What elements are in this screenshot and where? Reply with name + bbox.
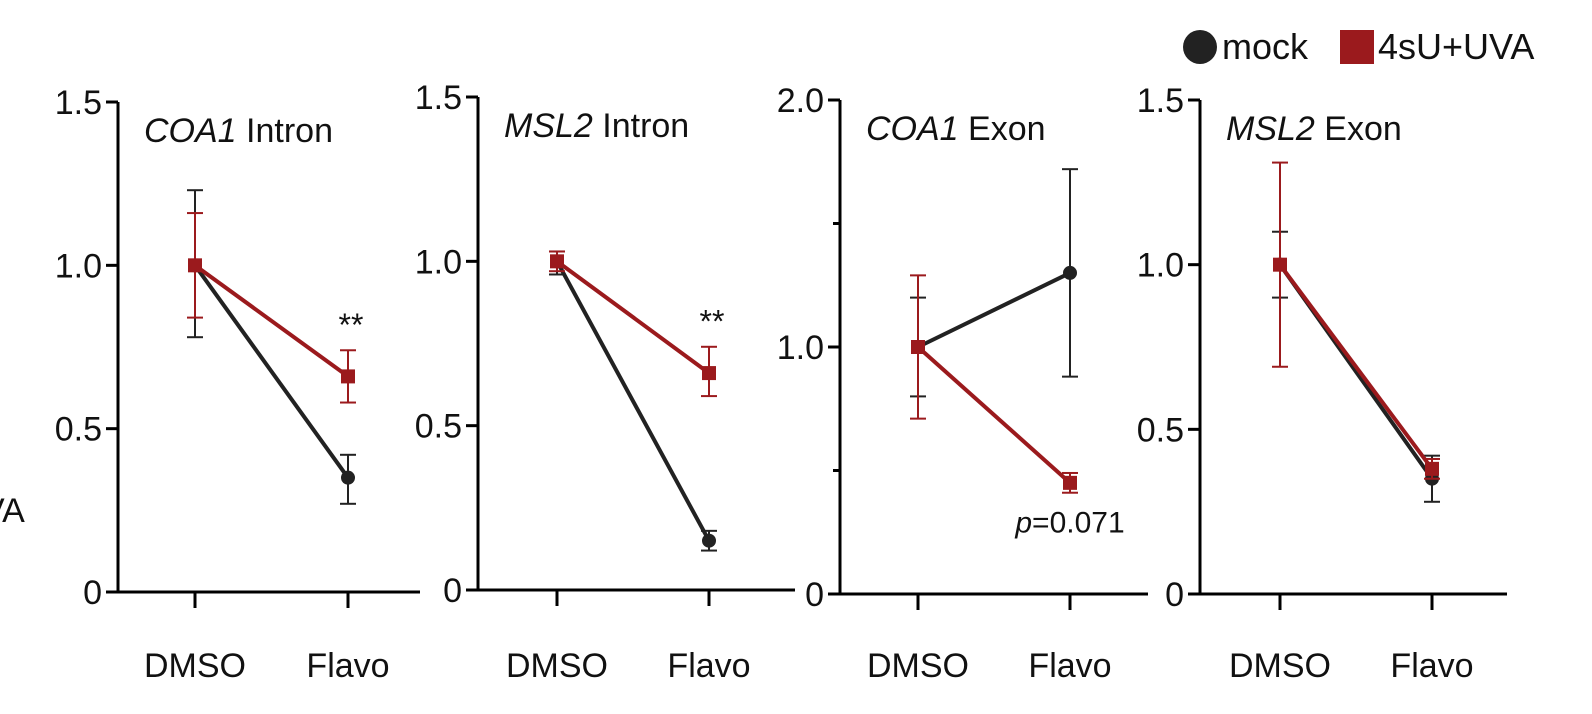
y-tick-label: 1.0 <box>55 247 102 285</box>
y-tick-label: 1.5 <box>415 79 462 117</box>
panel-3: 0 1.0 2.0 DMSO Flavo COA1 Exon p=0.071 <box>777 82 1148 685</box>
x-tick-label: Flavo <box>1390 647 1473 685</box>
panel-1: 0 0.5 1.0 1.5 DMSO Flavo COA1 Intron ** <box>55 84 420 685</box>
legend-mock-marker <box>1183 30 1217 64</box>
panel-title-region: Intron <box>237 112 333 150</box>
series-mock <box>549 250 717 552</box>
y-tick-label: 1.0 <box>415 243 462 281</box>
x-tick-label: DMSO <box>867 647 969 685</box>
legend: mock 4sU+UVA <box>1183 26 1534 67</box>
data-point-mock <box>702 533 716 548</box>
annotation-value: =0.071 <box>1032 506 1125 539</box>
data-point-treated <box>341 369 355 384</box>
annotation: ** <box>700 303 725 339</box>
chart-panels: 0 0.5 1.0 1.5 DMSO Flavo COA1 Intron ** 0 0.5 1.0 1… <box>55 79 1507 685</box>
x-tick-label: DMSO <box>506 647 608 685</box>
y-tick-label: 1.0 <box>1137 247 1184 285</box>
data-point-treated <box>911 340 925 354</box>
series-line <box>193 264 350 479</box>
x-tick-label: Flavo <box>1028 647 1111 685</box>
annotation-p: p <box>1014 506 1032 539</box>
y-tick-label: 2.0 <box>777 82 824 120</box>
data-point-mock <box>341 470 355 485</box>
data-point-treated <box>188 258 202 273</box>
data-point-treated <box>702 366 716 381</box>
annotation: ** <box>339 307 364 343</box>
series-line <box>1278 263 1434 471</box>
y-tick-label: 0.5 <box>1137 411 1184 449</box>
data-point-treated <box>1063 475 1077 490</box>
x-tick-label: DMSO <box>1229 647 1331 685</box>
x-tick-label: DMSO <box>144 647 246 685</box>
series-treated <box>910 274 1078 494</box>
panel-4: 0 0.5 1.0 1.5 DMSO Flavo MSL2 Exon <box>1137 82 1507 685</box>
panel-title-gene: MSL2 <box>504 107 593 145</box>
x-tick-label: Flavo <box>667 647 750 685</box>
series-line <box>916 345 1072 485</box>
panel-title-region: Exon <box>1315 110 1402 148</box>
annotation: p=0.071 <box>1014 506 1124 539</box>
series-treated <box>549 250 717 398</box>
legend-treated-label: 4sU+UVA <box>1378 26 1534 67</box>
panel-title-gene: COA1 <box>866 110 959 148</box>
y-tick-label: 0 <box>805 576 824 614</box>
y-tick-label: 0.5 <box>415 408 462 446</box>
y-tick-label: 1.5 <box>1137 82 1184 120</box>
panel-title-region: Intron <box>593 107 689 145</box>
panel-title: MSL2 Exon <box>1226 110 1402 148</box>
y-tick-label: 0.5 <box>55 411 102 449</box>
data-point-treated <box>1425 461 1439 476</box>
y-tick-label: 0 <box>83 574 102 612</box>
clipped-axis-label: VA <box>0 492 25 530</box>
series-line <box>193 263 350 379</box>
series-treated <box>1272 161 1440 480</box>
series-mock <box>187 189 356 505</box>
panel-title-region: Exon <box>959 110 1046 148</box>
data-point-mock <box>1063 265 1077 280</box>
y-tick-label: 0 <box>443 572 462 610</box>
panel-2: 0 0.5 1.0 1.5 DMSO Flavo MSL2 Intron ** <box>415 79 795 685</box>
legend-mock-label: mock <box>1222 26 1309 67</box>
panel-title-gene: MSL2 <box>1226 110 1315 148</box>
panel-title: COA1 Intron <box>144 112 333 150</box>
series-line <box>555 260 711 542</box>
x-tick-label: Flavo <box>306 647 389 685</box>
series-line <box>917 271 1071 349</box>
panel-title: COA1 Exon <box>866 110 1046 148</box>
panel-title-gene: COA1 <box>144 112 237 150</box>
series-treated <box>187 212 356 404</box>
y-tick-label: 1.0 <box>777 329 824 367</box>
panel-title: MSL2 Intron <box>504 107 689 145</box>
data-point-treated <box>550 254 564 269</box>
y-tick-label: 0 <box>1165 576 1184 614</box>
data-point-treated <box>1273 257 1287 272</box>
series-line <box>555 259 711 375</box>
y-tick-label: 1.5 <box>55 84 102 122</box>
legend-treated-marker <box>1340 30 1374 64</box>
